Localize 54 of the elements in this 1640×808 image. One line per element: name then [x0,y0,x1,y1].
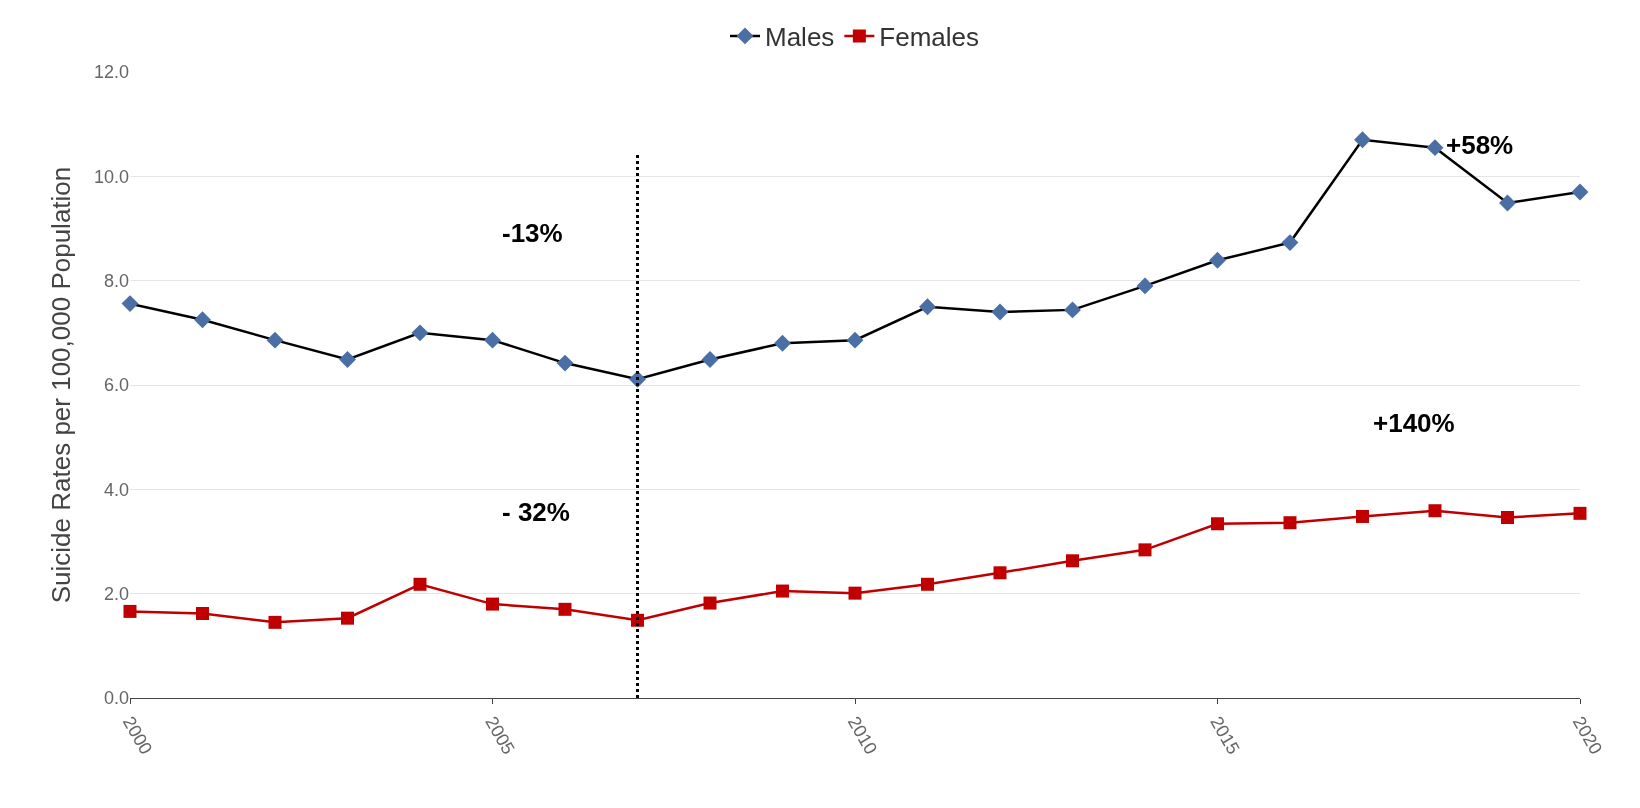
point [1136,277,1154,295]
point [776,584,789,598]
annotation: -13% [502,218,563,248]
point [196,606,209,620]
point [556,354,574,372]
point [703,596,717,610]
point [1211,517,1224,531]
point [1138,543,1152,557]
point [121,295,139,313]
point [701,350,719,368]
annotation: +140% [1373,408,1455,438]
point [268,615,282,629]
point [991,303,1009,321]
point [919,298,936,316]
y-tick-label: 0.0 [103,688,129,709]
point [486,597,499,611]
point [341,611,354,625]
point [1426,139,1444,157]
y-tick-label: 8.0 [103,270,129,291]
point [123,604,137,618]
legend-label: Females [879,22,980,53]
point [1499,194,1516,212]
point [1281,234,1299,252]
point [1064,301,1081,319]
y-tick-label: 6.0 [103,375,129,396]
point [1428,504,1442,518]
y-tick-label: 4.0 [103,479,129,500]
point [774,334,791,352]
point [848,586,862,600]
legend-label: Males [765,22,835,53]
point [1573,506,1587,520]
point [558,602,572,616]
y-axis-title: Suicide Rates per 100,000 Population [46,166,77,604]
point [266,331,284,349]
point [411,324,429,342]
point [1356,509,1369,523]
annotation: +58% [1446,130,1514,160]
point [1209,251,1226,269]
point [993,566,1007,580]
point [1354,131,1371,149]
point [484,331,501,349]
y-tick-label: 2.0 [103,583,129,604]
point [1501,511,1514,524]
point [1066,554,1079,568]
point [194,311,211,329]
point [1571,183,1589,201]
point [846,331,864,349]
y-tick-label: 10.0 [93,166,129,187]
point [1283,516,1297,530]
point [339,350,356,368]
point [413,577,427,591]
y-tick-label: 12.0 [93,62,129,83]
annotation: - 32% [502,497,570,527]
point [921,577,934,591]
